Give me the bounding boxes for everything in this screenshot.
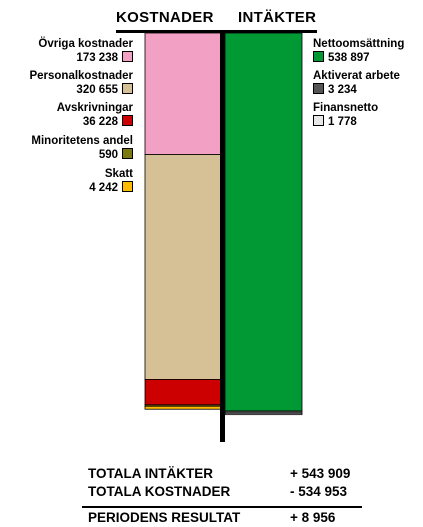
legend-cost-personal-name: Personalkostnader [29,70,133,82]
center-axis [220,32,225,442]
legend-swatch-netto [313,51,324,62]
totals-rule [82,506,362,508]
header-income: INTÄKTER [238,9,317,26]
legend-income-finans-value: 1 778 [328,116,357,128]
header-rule [116,30,317,33]
legend-cost-minoritet-name: Minoritetens andel [31,135,133,147]
legend-cost-personal: Personalkostnader 320 655 [29,69,133,97]
legend-cost-ovriga: Övriga kostnader 173 238 [38,37,133,65]
legend-cost-skatt: Skatt 4 242 [89,167,133,195]
legend-cost-minoritet-value: 590 [98,149,118,161]
legend-income-finans: Finansnetto 1 778 [313,101,378,129]
result-label: PERIODENS RESULTAT [88,510,241,525]
cost-bar-segment-2 [144,379,222,406]
legend-cost-minoritet: Minoritetens andel 590 [31,134,133,162]
legend-income-netto-name: Nettoomsättning [313,38,405,50]
legend-cost-skatt-name: Skatt [104,168,133,180]
total-cost-value: - 534 953 [290,484,348,499]
legend-swatch-ovriga [122,51,133,62]
legend-swatch-avskrivningar [122,115,133,126]
legend-income-aktiverat-value: 3 234 [328,84,357,96]
legend-cost-skatt-value: 4 242 [89,182,118,194]
legend-swatch-minoritet [122,148,133,159]
result-value: + 8 956 [290,510,336,525]
legend-income-netto: Nettoomsättning 538 897 [313,37,404,65]
legend-income-finans-name: Finansnetto [313,102,379,114]
total-income-label: TOTALA INTÄKTER [88,466,213,481]
cost-bar-segment-4 [144,405,222,410]
legend-swatch-finans [313,115,324,126]
legend-cost-ovriga-name: Övriga kostnader [38,38,133,50]
legend-cost-avskrivningar-name: Avskrivningar [56,102,133,114]
legend-cost-ovriga-value: 173 238 [76,52,118,64]
cost-bar-segment-1 [144,154,222,380]
cost-bar-segment-0 [144,32,222,155]
income-bar-segment-0 [224,32,303,412]
legend-income-netto-value: 538 897 [328,52,370,64]
total-income-value: + 543 909 [290,466,351,481]
legend-income-aktiverat-name: Aktiverat arbete [313,70,400,82]
legend-income-aktiverat: Aktiverat arbete 3 234 [313,69,400,97]
legend-swatch-skatt [122,181,133,192]
income-bar-segment-2 [224,412,303,416]
legend-swatch-personal [122,83,133,94]
legend-cost-avskrivningar-value: 36 228 [82,116,118,128]
legend-cost-avskrivningar: Avskrivningar 36 228 [57,101,133,129]
legend-swatch-aktiverat [313,83,324,94]
header-costs: KOSTNADER [116,9,214,26]
legend-cost-personal-value: 320 655 [76,84,118,96]
total-cost-label: TOTALA KOSTNADER [88,484,231,499]
